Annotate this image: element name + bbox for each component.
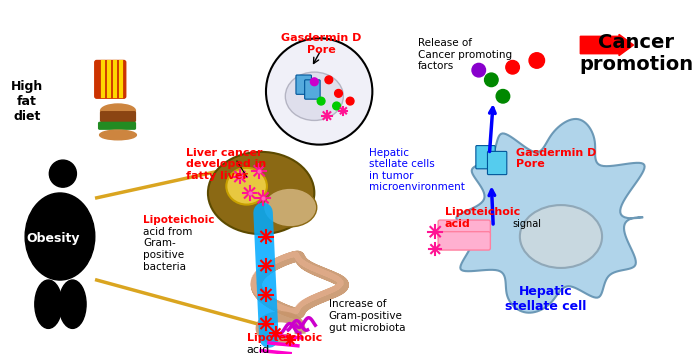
Text: signal: signal (512, 219, 542, 229)
Circle shape (335, 90, 342, 97)
FancyBboxPatch shape (487, 151, 507, 175)
Text: Hepatic
stellate cell: Hepatic stellate cell (505, 285, 586, 313)
Text: Hepatic
stellate cells
in tumor
microenvironment: Hepatic stellate cells in tumor microenv… (370, 148, 466, 192)
Text: acid: acid (246, 345, 270, 355)
Ellipse shape (49, 160, 76, 187)
Ellipse shape (25, 193, 94, 280)
Circle shape (332, 102, 340, 110)
FancyArrow shape (580, 34, 634, 56)
FancyBboxPatch shape (476, 145, 495, 169)
Circle shape (506, 61, 519, 74)
Ellipse shape (35, 280, 62, 329)
Text: Gasdermin D
Pore: Gasdermin D Pore (517, 148, 597, 169)
Ellipse shape (226, 168, 267, 205)
Circle shape (317, 97, 325, 105)
Text: Lipoteichoic
acid: Lipoteichoic acid (445, 208, 520, 229)
Circle shape (325, 76, 332, 84)
Text: Lipoteichoic: Lipoteichoic (143, 215, 215, 225)
Circle shape (346, 97, 354, 105)
Text: Obesity: Obesity (27, 232, 80, 245)
Ellipse shape (264, 188, 317, 227)
Circle shape (311, 78, 318, 86)
Ellipse shape (520, 205, 602, 268)
Text: Release of
Cancer promoting
factors: Release of Cancer promoting factors (418, 38, 512, 71)
FancyBboxPatch shape (304, 80, 320, 99)
Ellipse shape (101, 104, 135, 118)
FancyBboxPatch shape (438, 220, 491, 239)
FancyBboxPatch shape (296, 75, 312, 94)
FancyBboxPatch shape (94, 61, 126, 98)
Text: Cancer
promotion: Cancer promotion (580, 34, 694, 74)
Circle shape (266, 38, 372, 145)
Ellipse shape (59, 280, 86, 329)
Text: Liver cancer
developed in
fatty liver: Liver cancer developed in fatty liver (186, 148, 266, 181)
Text: Gasdermin D
Pore: Gasdermin D Pore (281, 34, 361, 55)
Ellipse shape (208, 152, 314, 234)
Text: High
fat
diet: High fat diet (11, 80, 43, 123)
Ellipse shape (286, 72, 343, 121)
Circle shape (496, 90, 510, 103)
Ellipse shape (99, 130, 136, 140)
FancyBboxPatch shape (99, 122, 135, 129)
Circle shape (529, 53, 545, 68)
Text: Increase of
Gram-positive
gut microbiota: Increase of Gram-positive gut microbiota (329, 299, 405, 332)
FancyBboxPatch shape (101, 112, 135, 121)
Polygon shape (456, 119, 645, 313)
Circle shape (472, 64, 486, 77)
FancyBboxPatch shape (438, 232, 491, 250)
Circle shape (484, 73, 498, 87)
Text: acid from
Gram-
positive
bacteria: acid from Gram- positive bacteria (143, 227, 192, 271)
Text: Lipoteichoic: Lipoteichoic (246, 333, 322, 343)
